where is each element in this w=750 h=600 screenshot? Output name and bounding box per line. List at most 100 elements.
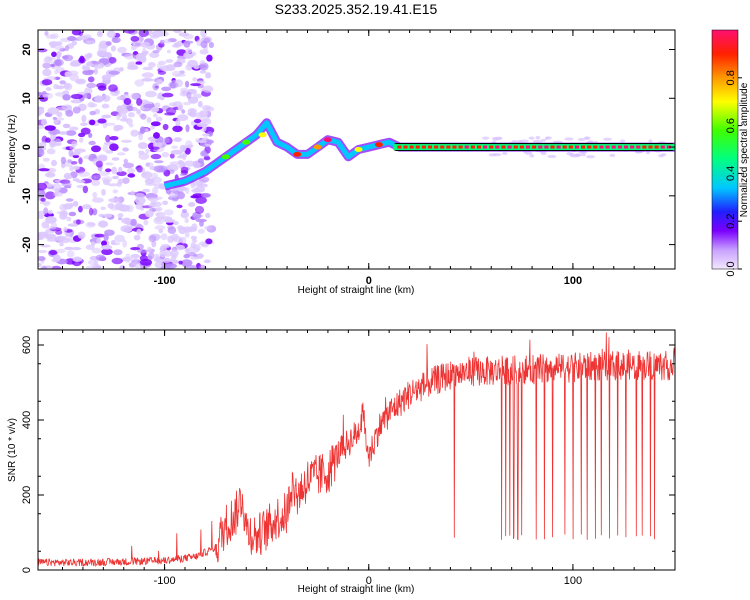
noise-blob [50,265,62,269]
noise-blob [105,168,112,173]
noise-blob [85,265,98,269]
noise-blob [183,40,191,48]
noise-blob [164,112,176,116]
noise-blob [162,200,169,205]
noise-blob [98,213,105,218]
noise-blob [492,153,502,157]
noise-blob [108,70,120,75]
noise-blob [192,93,203,99]
noise-blob [55,41,63,46]
noise-blob [140,103,146,111]
noise-blob [55,117,65,121]
noise-blob [148,62,156,68]
noise-blob [51,159,57,167]
noise-blob [101,103,110,109]
noise-blob [155,216,162,223]
noise-blob [482,136,490,140]
noise-blob [206,54,213,62]
snr-plot-area [38,332,675,568]
noise-blob [141,171,147,176]
noise-blob [511,140,517,144]
noise-blob [38,168,50,172]
ridge-band-peak [654,145,659,149]
noise-blob [38,124,45,130]
noise-blob [64,45,70,52]
noise-blob [178,260,183,265]
noise-blob [45,183,53,188]
noise-blob [100,244,113,250]
noise-blob [68,149,74,157]
noise-blob [176,204,183,209]
noise-blob [152,83,160,91]
noise-blob [136,109,141,115]
colorbar-tick-label: 0.8 [725,70,737,85]
noise-blob [163,137,170,144]
noise-blob [97,220,109,228]
noise-blob [95,160,103,168]
noise-blob [72,165,80,170]
noise-blob [130,190,135,196]
ridge-band-peak [525,145,531,149]
noise-blob [191,188,200,193]
noise-blob [97,44,109,49]
noise-blob [138,152,150,160]
noise-blob [519,139,529,143]
noise-blob [75,78,87,85]
noise-blob [40,197,46,202]
noise-blob [154,182,165,189]
noise-blob [42,157,50,162]
ridge-band-peak [470,145,475,149]
noise-blob [191,223,198,232]
noise-blob [187,59,199,68]
noise-blob [137,249,149,254]
x-tick-label: 0 [366,575,372,587]
noise-blob [40,244,51,248]
noise-blob [71,247,82,251]
noise-blob [172,259,179,264]
noise-blob [163,38,171,44]
noise-blob [55,235,67,241]
noise-blob [65,110,74,117]
ridge-band-peak [495,145,500,149]
noise-blob [85,40,90,45]
noise-blob [116,152,126,156]
ridge-band-peak [446,145,451,149]
x-tick-label: -100 [154,575,176,587]
noise-blob [157,70,166,75]
noise-blob [88,140,96,146]
noise-blob [38,210,46,217]
ridge-band-peak [409,145,414,149]
noise-blob [122,227,132,233]
noise-blob [109,136,119,141]
noise-blob [173,61,183,68]
noise-blob [43,57,53,64]
ridge-band-peak [605,145,610,149]
noise-blob [167,235,175,243]
noise-blob [101,248,113,256]
noise-blob [58,131,68,135]
noise-blob [182,226,193,233]
noise-blob [183,160,196,167]
noise-blob [133,234,141,241]
noise-blob [38,182,48,191]
noise-blob [79,137,84,143]
ridge-band-peak [630,145,635,149]
noise-blob [141,78,154,82]
noise-blob [180,211,190,219]
noise-blob [76,184,85,189]
noise-blob [172,125,183,133]
noise-blob [68,211,77,217]
noise-blob [38,48,48,53]
noise-blob [82,34,92,39]
noise-blob [38,250,48,253]
spectrogram-heatmap [38,30,675,269]
noise-blob [96,50,106,57]
noise-blob [59,80,67,85]
noise-blob [140,258,152,266]
noise-blob [38,231,49,238]
ridge-band-peak [642,145,647,149]
colorbar-label: Normalized spectral amplitude [739,82,750,217]
noise-blob [156,196,163,200]
noise-blob [205,238,213,245]
noise-blob [54,188,59,196]
